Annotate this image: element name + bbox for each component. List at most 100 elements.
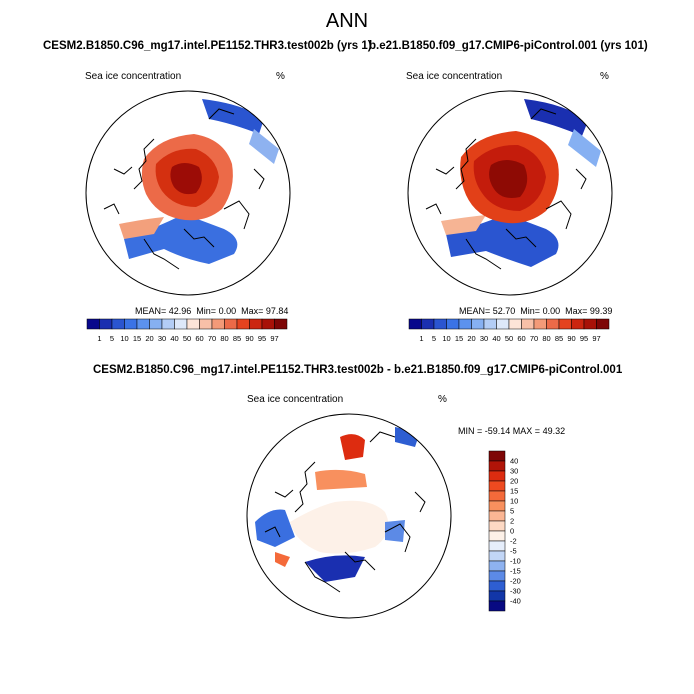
panel1-colorbar-tick-label: 97 <box>270 334 278 343</box>
panel2-colorbar-swatch <box>533 318 547 330</box>
panel2-colorbar-tick-label: 15 <box>455 334 463 343</box>
panel1-colorbar-tick-label: 10 <box>120 334 128 343</box>
panel2-title: b.e21.B1850.f09_g17.CMIP6-piControl.001 … <box>369 40 648 52</box>
panel2-colorbar-tick-label: 95 <box>580 334 588 343</box>
panel2-colorbar-tick-label: 90 <box>567 334 575 343</box>
panel1-colorbar-tick-label: 5 <box>110 334 114 343</box>
panel2-colorbar-tick-label: 60 <box>517 334 525 343</box>
panel3-colorbar-tick-label: -20 <box>510 577 521 586</box>
panel3-stats: MIN = -59.14 MAX = 49.32 <box>458 426 566 436</box>
panel3-title: CESM2.B1850.C96_mg17.intel.PE1152.THR3.t… <box>93 364 623 376</box>
panel2-colorbar-tick-label: 30 <box>480 334 488 343</box>
panel2-max: 99.39 <box>589 306 613 316</box>
panel2-colorbar-tick-label: 70 <box>530 334 538 343</box>
panel3-colorbar-swatch <box>488 500 506 512</box>
panel3-colorbar-tick-label: 40 <box>510 457 518 466</box>
panel2-colorbar-swatch <box>546 318 560 330</box>
panel1-left-string: Sea ice concentration <box>85 71 182 82</box>
panel3-max: 49.32 <box>542 426 566 436</box>
panel1-max: 97.84 <box>265 306 289 316</box>
panel1-colorbar-swatch <box>86 318 100 330</box>
panel1-colorbar-tick-label: 50 <box>183 334 191 343</box>
panel1-colorbar-swatch <box>199 318 213 330</box>
panel1-units: % <box>276 71 285 82</box>
panel1-mean: 42.96 <box>168 306 192 316</box>
panel2-colorbar-swatch <box>596 318 610 330</box>
panel1-colorbar-swatch <box>211 318 225 330</box>
panel1-colorbar-swatch <box>174 318 188 330</box>
panel1-colorbar-tick-label: 15 <box>133 334 141 343</box>
panel3-colorbar-swatch <box>488 480 506 492</box>
panel3-colorbar-tick-label: -5 <box>510 547 517 556</box>
panel2-colorbar-tick-label: 97 <box>592 334 600 343</box>
panel1-colorbar-swatch <box>111 318 125 330</box>
panel1-colorbar-tick-label: 40 <box>170 334 178 343</box>
panel1-colorbar-swatch <box>124 318 138 330</box>
panel2-colorbar-swatch <box>421 318 435 330</box>
panel1-stats: MEAN= 42.96 Min= 0.00 Max= 97.84 <box>135 306 289 316</box>
panel1-colorbar-tick-label: 80 <box>220 334 228 343</box>
panel3-colorbar-tick-label: 5 <box>510 507 514 516</box>
panel3-colorbar-swatch <box>488 460 506 472</box>
panel1-colorbar-swatch <box>186 318 200 330</box>
panel2-colorbar-tick-label: 40 <box>492 334 500 343</box>
panel3-colorbar-swatch <box>488 570 506 582</box>
panel1-colorbar-swatch <box>99 318 113 330</box>
panel1-colorbar-swatch <box>161 318 175 330</box>
panel1-colorbar-tick-label: 95 <box>258 334 266 343</box>
panel2-colorbar-tick-label: 5 <box>432 334 436 343</box>
panel3-colorbar-tick-label: -30 <box>510 587 521 596</box>
panel2-colorbar-swatch <box>558 318 572 330</box>
panel2-colorbar-swatch <box>583 318 597 330</box>
panel3-map <box>246 413 452 619</box>
panel2-colorbar-tick-label: 1 <box>419 334 423 343</box>
panel3-colorbar-swatch <box>488 540 506 552</box>
panel2-colorbar-swatch <box>508 318 522 330</box>
panel1-colorbar-swatch <box>224 318 238 330</box>
page-title: ANN <box>325 10 369 32</box>
panel1-map <box>85 90 291 296</box>
panel1-colorbar-tick-label: 90 <box>245 334 253 343</box>
panel3-units: % <box>438 394 447 405</box>
panel3-colorbar-swatch <box>488 530 506 542</box>
panel2-colorbar-swatch <box>496 318 510 330</box>
panel2-colorbar-swatch <box>433 318 447 330</box>
panel2-mean: 52.70 <box>492 306 516 316</box>
panel3-colorbar-swatch <box>488 490 506 502</box>
panel1-colorbar-tick-label: 85 <box>233 334 241 343</box>
panel2-colorbar-tick-label: 85 <box>555 334 563 343</box>
panel2-colorbar-swatch <box>571 318 585 330</box>
panel3-colorbar-tick-label: 20 <box>510 477 518 486</box>
panel2-map <box>407 90 613 296</box>
panel2-stats: MEAN= 52.70 Min= 0.00 Max= 99.39 <box>459 306 613 316</box>
panel3-colorbar-tick-label: -15 <box>510 567 521 576</box>
panel2-colorbar-swatch <box>408 318 422 330</box>
panel1-colorbar-swatch <box>261 318 275 330</box>
panel1-colorbar-tick-label: 60 <box>195 334 203 343</box>
panel3-colorbar-tick-label: -10 <box>510 557 521 566</box>
panel2-colorbar-tick-label: 50 <box>505 334 513 343</box>
panel3-colorbar-tick-label: 0 <box>510 527 514 536</box>
panel3-colorbar-swatch <box>488 550 506 562</box>
panel3-colorbar-swatch <box>488 470 506 482</box>
panel1-title: CESM2.B1850.C96_mg17.intel.PE1152.THR3.t… <box>43 40 372 52</box>
panel2-colorbar-swatch <box>483 318 497 330</box>
panel3-colorbar-tick-label: 10 <box>510 497 518 506</box>
panel3-colorbar-swatch <box>488 580 506 592</box>
panel1-colorbar-swatch <box>249 318 263 330</box>
panel1-colorbar-swatch <box>274 318 288 330</box>
panel3-colorbar-tick-label: 15 <box>510 487 518 496</box>
panel3-colorbar-tick-label: 30 <box>510 467 518 476</box>
panel1-colorbar-swatch <box>149 318 163 330</box>
panel2-colorbar-swatch <box>458 318 472 330</box>
panel1-colorbar-swatch <box>236 318 250 330</box>
panel2-colorbar-tick-label: 20 <box>467 334 475 343</box>
panel1-colorbar: 1 5 10 15 20 30 40 50 60 70 80 85 90 95 97 <box>86 318 288 343</box>
panel3-colorbar-swatch <box>488 510 506 522</box>
panel2-colorbar-tick-label: 10 <box>442 334 450 343</box>
panel2-colorbar-swatch <box>471 318 485 330</box>
panel2-colorbar-swatch <box>446 318 460 330</box>
panel2-colorbar: 1 5 10 15 20 30 40 50 60 70 80 85 90 95 97 <box>408 318 610 343</box>
panel1-min: 0.00 <box>218 306 237 316</box>
panel2-colorbar-swatch <box>521 318 535 330</box>
